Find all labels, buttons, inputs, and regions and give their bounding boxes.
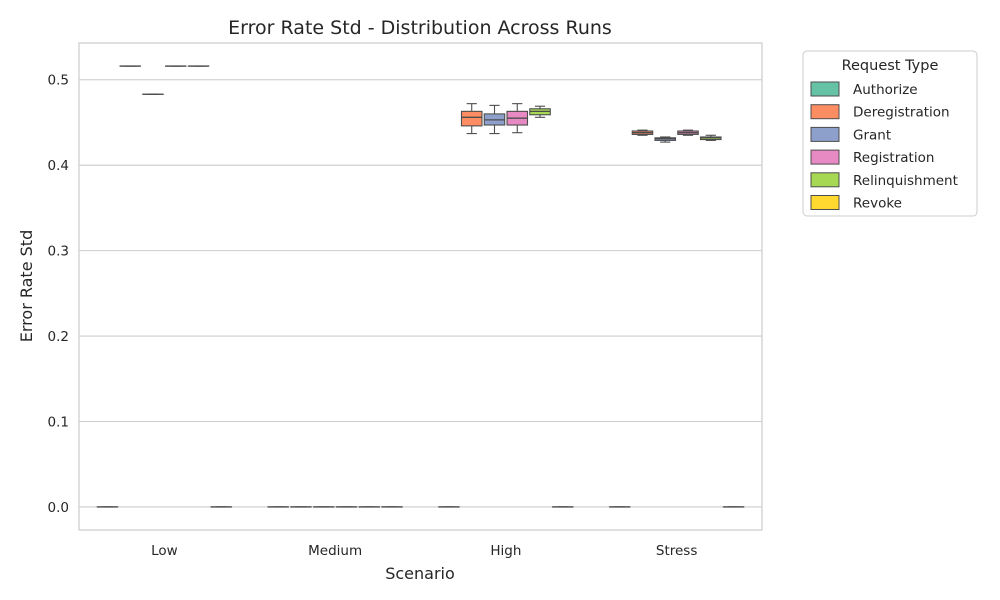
y-tick-label: 0.3 (48, 244, 69, 260)
legend-swatch (810, 195, 840, 210)
x-tick-labels: Low Medium High Stress (151, 543, 697, 559)
box-deregistration-high (460, 103, 483, 135)
box-relinquishment-high (529, 105, 551, 118)
legend-label: Registration (853, 150, 934, 166)
grid-lines (79, 79, 762, 508)
plot-area-frame (78, 42, 763, 531)
y-tick-labels: 0.0 0.1 0.2 0.3 0.4 0.5 (48, 73, 69, 516)
box-relinquishment-stress (699, 134, 722, 141)
legend-swatch (810, 81, 840, 97)
legend-label: Deregistration (853, 105, 950, 121)
legend-item-relinquishment: Relinquishment (810, 172, 958, 189)
legend-item-revoke: Revoke (810, 195, 902, 212)
legend-swatch (810, 149, 840, 165)
legend-frame (802, 50, 978, 217)
legend-label: Authorize (853, 82, 918, 98)
y-tick-label: 0.0 (48, 500, 69, 516)
legend-label: Revoke (853, 196, 902, 212)
x-tick-label: Low (151, 543, 178, 559)
y-tick-label: 0.2 (48, 329, 69, 345)
x-tick-label: Medium (308, 543, 362, 559)
x-axis-label: Scenario (385, 564, 455, 583)
box-body (460, 110, 483, 127)
legend-item-grant: Grant (810, 126, 891, 143)
legend-swatch (810, 172, 840, 188)
legend-title: Request Type (842, 58, 939, 74)
y-tick-label: 0.5 (48, 73, 69, 89)
box-deregistration-stress (631, 129, 654, 136)
y-tick-label: 0.4 (48, 158, 69, 174)
box-registration-stress (677, 129, 699, 136)
legend-items: Authorize Deregistration Grant Registration… (810, 81, 958, 212)
legend-item-registration: Registration (810, 149, 934, 166)
legend-label: Grant (853, 127, 891, 143)
box-grant-stress (654, 136, 677, 143)
legend-swatch (810, 126, 840, 142)
y-axis-label: Error Rate Std (17, 230, 36, 342)
x-tick-label: Stress (656, 543, 698, 559)
legend-label: Relinquishment (853, 173, 958, 189)
legend: Request Type Authorize Deregistration Gran… (802, 50, 978, 217)
legend-swatch (810, 104, 840, 120)
x-tick-label: High (490, 543, 521, 559)
box-grant-high (483, 104, 506, 135)
box-registration-high (506, 103, 529, 134)
legend-item-authorize: Authorize (810, 81, 918, 98)
y-tick-label: 0.1 (48, 414, 69, 430)
chart-title: Error Rate Std - Distribution Across Run… (228, 17, 612, 39)
box-groups (96, 65, 745, 508)
legend-item-deregistration: Deregistration (810, 104, 950, 121)
